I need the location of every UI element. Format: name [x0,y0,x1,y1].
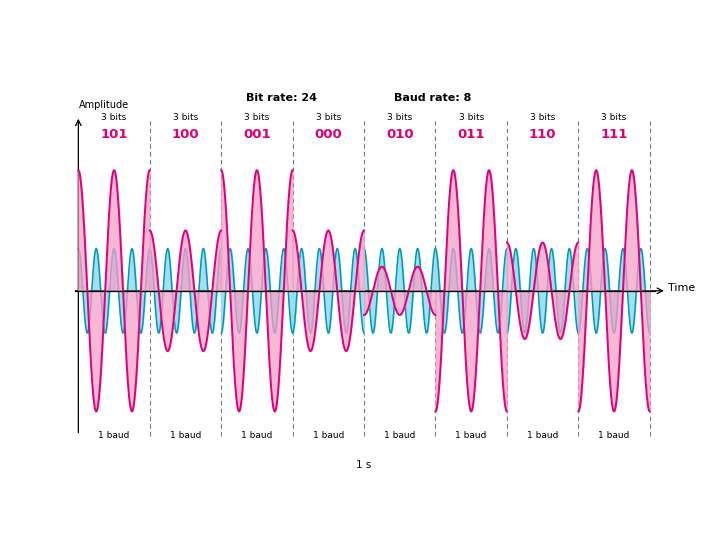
Text: Baud rate: 8: Baud rate: 8 [394,93,472,104]
Text: 1 baud: 1 baud [384,431,415,440]
Text: 100: 100 [171,127,199,140]
Text: 011: 011 [457,127,485,140]
Text: 1 baud: 1 baud [527,431,558,440]
Text: 000: 000 [315,127,342,140]
Text: 3 bits: 3 bits [173,113,198,122]
Text: 010: 010 [386,127,413,140]
Text: Bit rate: 24: Bit rate: 24 [246,93,317,104]
Text: 3 bits: 3 bits [601,113,626,122]
Text: 3 bits: 3 bits [530,113,555,122]
Text: 1 baud: 1 baud [312,431,344,440]
Text: Time: Time [668,284,696,293]
Text: 8 – QAM in Time Domain: 8 – QAM in Time Domain [171,23,549,50]
Text: Amplitude: Amplitude [79,100,129,110]
Text: 111: 111 [600,127,628,140]
Text: 1 baud: 1 baud [456,431,487,440]
Text: 1 baud: 1 baud [170,431,201,440]
Text: 001: 001 [243,127,271,140]
Text: 1 baud: 1 baud [99,431,130,440]
Text: 110: 110 [528,127,557,140]
Text: 3 bits: 3 bits [459,113,484,122]
Text: 3 bits: 3 bits [315,113,341,122]
Text: 3 bits: 3 bits [387,113,413,122]
Text: 101: 101 [100,127,128,140]
Text: 1 s: 1 s [356,460,372,470]
Text: 1 baud: 1 baud [241,431,273,440]
Text: 3 bits: 3 bits [102,113,127,122]
Text: 1 baud: 1 baud [598,431,630,440]
Text: 3 bits: 3 bits [244,113,269,122]
